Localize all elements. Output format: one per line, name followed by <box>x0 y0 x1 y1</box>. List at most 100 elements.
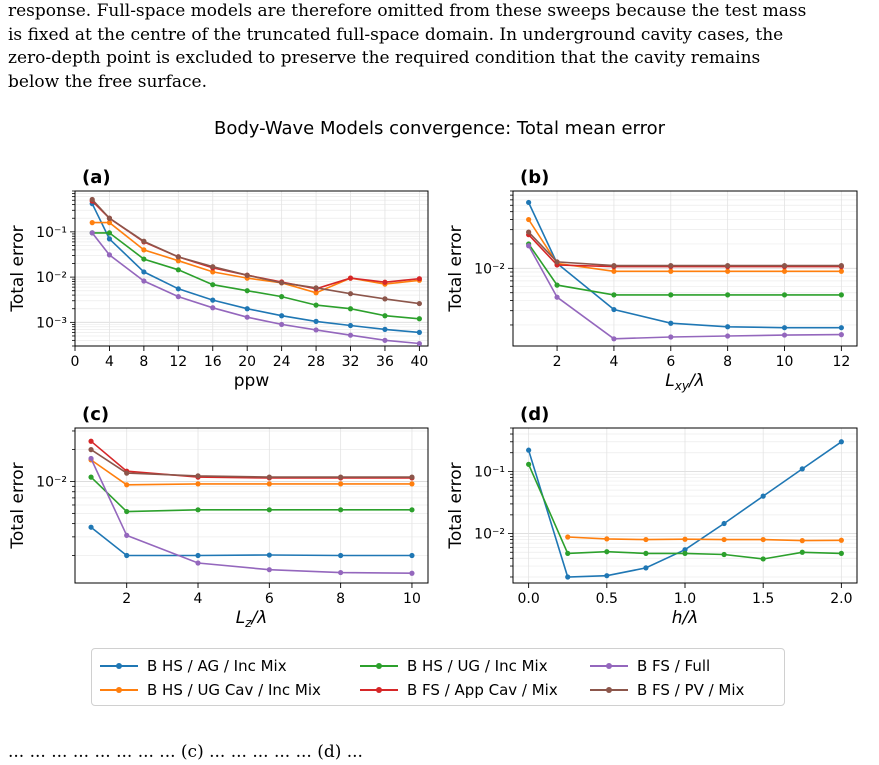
x-tick-label: 28 <box>307 354 325 370</box>
data-point <box>526 243 532 249</box>
body-paragraph: response. Full-space models are therefor… <box>8 0 874 94</box>
x-tick-label: 32 <box>342 354 360 370</box>
legend-entry: B FS / App Cav / Mix <box>360 681 558 699</box>
data-point <box>244 314 250 320</box>
x-tick-label: 1.5 <box>752 591 774 607</box>
data-point <box>409 552 415 559</box>
data-point <box>604 536 610 542</box>
data-point <box>668 263 674 269</box>
data-point <box>604 573 610 579</box>
data-point <box>725 324 731 330</box>
x-tick-label: 10 <box>403 591 421 607</box>
x-axis-label-part: L <box>236 608 245 628</box>
data-point <box>725 333 731 339</box>
series-line <box>91 200 420 290</box>
data-point <box>175 286 181 292</box>
x-axis-label-part: /λ <box>687 371 705 391</box>
data-point <box>611 306 617 313</box>
data-point <box>88 524 94 530</box>
data-point <box>682 536 688 542</box>
legend-line-icon <box>590 684 628 696</box>
legend-entry: B FS / Full <box>590 657 710 675</box>
x-tick-label: 8 <box>723 354 732 370</box>
x-tick-label: 6 <box>666 354 675 370</box>
data-point <box>643 536 649 543</box>
data-point <box>88 455 94 462</box>
data-point <box>611 336 617 342</box>
data-point <box>347 306 354 312</box>
x-tick-label: 36 <box>376 354 394 370</box>
data-point <box>409 570 415 576</box>
data-point <box>88 438 94 444</box>
y-axis-label: Total error <box>8 225 28 312</box>
data-point <box>760 536 766 543</box>
data-point <box>781 292 788 298</box>
data-point <box>382 313 388 319</box>
legend-label: B HS / AG / Inc Mix <box>147 657 287 675</box>
y-tick-label: 10⁻³ <box>36 315 67 331</box>
series-line <box>527 243 842 296</box>
x-axis-label-part: L <box>665 371 674 391</box>
data-point <box>175 267 181 273</box>
data-point <box>141 256 147 262</box>
data-point <box>781 325 788 331</box>
data-point <box>89 220 95 226</box>
legend-label: B FS / PV / Mix <box>637 681 745 699</box>
x-tick-label: 6 <box>265 591 274 607</box>
figure-legend: B HS / AG / Inc Mix B HS / UG / Inc Mix … <box>91 648 785 706</box>
x-tick-label: 0 <box>71 354 80 370</box>
data-point <box>195 473 201 479</box>
data-point <box>210 297 216 303</box>
data-point <box>266 481 272 487</box>
data-point <box>526 199 532 206</box>
paragraph-line: zero-depth point is excluded to preserve… <box>8 48 761 68</box>
data-point <box>244 288 250 294</box>
x-axis-label-part: z <box>244 616 252 630</box>
panel-label: (d) <box>520 404 549 425</box>
data-point <box>799 538 805 544</box>
data-point <box>382 279 388 285</box>
y-axis-label: Total error <box>8 462 28 549</box>
data-point <box>347 291 354 297</box>
data-point <box>89 230 95 236</box>
data-point <box>838 439 844 445</box>
data-point <box>175 258 181 264</box>
data-point <box>409 474 415 480</box>
data-point <box>195 552 201 559</box>
x-tick-label: 4 <box>609 354 618 370</box>
data-point <box>195 481 201 487</box>
data-point <box>382 326 388 332</box>
panel-label: (c) <box>82 404 109 425</box>
x-tick-label: 0.5 <box>596 591 618 607</box>
data-point <box>760 493 766 499</box>
legend-line-icon <box>590 660 628 672</box>
data-point <box>565 550 571 556</box>
data-point <box>141 278 147 284</box>
data-point <box>175 254 181 260</box>
data-point <box>682 550 688 556</box>
data-point <box>124 532 130 538</box>
x-axis-label-part: h/λ <box>672 608 699 628</box>
data-point <box>106 220 113 226</box>
x-tick-label: 20 <box>238 354 256 370</box>
data-point <box>89 196 95 203</box>
legend-label: B FS / Full <box>637 657 711 675</box>
series-line <box>90 526 412 557</box>
series-line <box>91 198 420 305</box>
data-point <box>643 565 649 571</box>
data-point <box>643 550 649 556</box>
data-point <box>838 292 844 298</box>
data-point <box>175 294 181 300</box>
data-point <box>347 322 354 329</box>
x-tick-label: 4 <box>105 354 114 370</box>
data-point <box>838 550 844 556</box>
data-point <box>409 481 415 487</box>
data-point <box>124 470 130 476</box>
legend-line-icon <box>100 660 138 672</box>
data-point <box>141 247 147 253</box>
plot-frame <box>74 190 429 347</box>
data-point <box>838 263 844 269</box>
data-point <box>409 507 415 513</box>
series-line <box>528 231 842 267</box>
data-point <box>721 520 727 527</box>
